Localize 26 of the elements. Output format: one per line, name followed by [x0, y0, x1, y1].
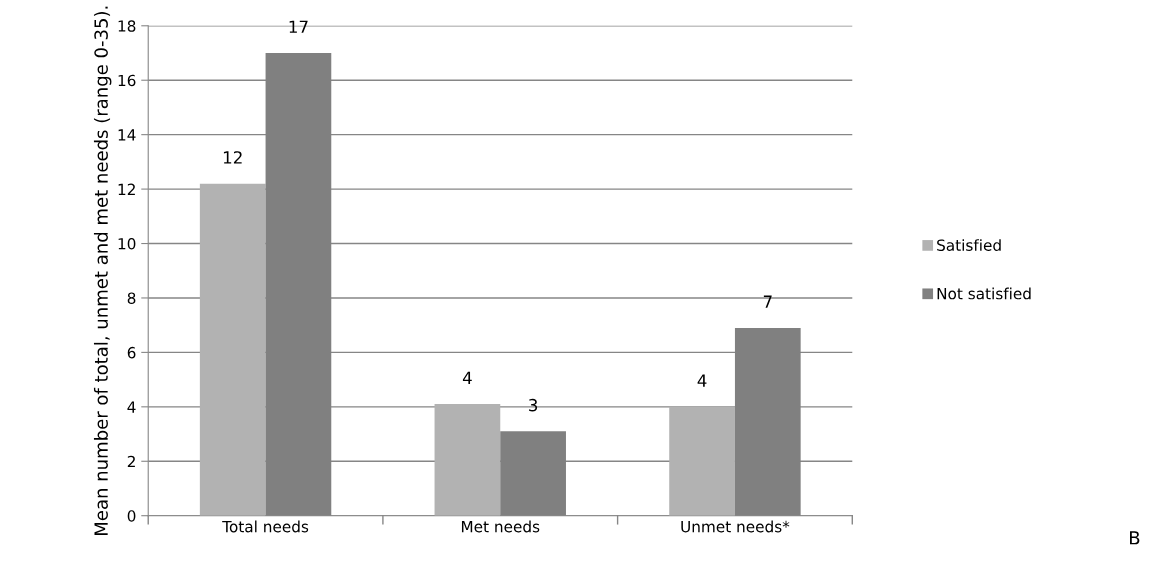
y-axis-title: Mean number of total, unmet and met needs (range 0-35). — [93, 6, 112, 535]
y-tick-label: 12 — [118, 183, 135, 195]
legend-label: Not satisfied — [937, 287, 1031, 300]
x-tick-label: Total needs — [222, 520, 309, 533]
x-tick-label: Unmet needs* — [681, 520, 790, 533]
data-label: 4 — [697, 374, 707, 387]
bar — [199, 183, 266, 516]
data-label: 7 — [763, 295, 772, 308]
bar — [434, 404, 501, 516]
y-tick-label: 0 — [127, 510, 136, 522]
y-tick-label: 2 — [127, 455, 135, 468]
y-tick-label: 6 — [127, 346, 136, 359]
data-label: 17 — [289, 20, 308, 33]
y-tick-label: 4 — [127, 401, 136, 413]
y-tick-label: 14 — [118, 129, 136, 141]
bar — [669, 406, 735, 516]
data-label: 4 — [462, 371, 472, 384]
y-tick-label: 16 — [118, 74, 136, 87]
x-tick-label: Met needs — [461, 520, 540, 533]
legend-label: Satisfied — [937, 239, 1001, 251]
y-tick-label: 10 — [118, 237, 136, 250]
y-tick-label: 8 — [127, 292, 136, 304]
text: B — [1130, 531, 1140, 545]
data-label: 3 — [529, 398, 538, 412]
data-label: 12 — [223, 151, 242, 164]
y-tick-label: 18 — [118, 20, 136, 32]
